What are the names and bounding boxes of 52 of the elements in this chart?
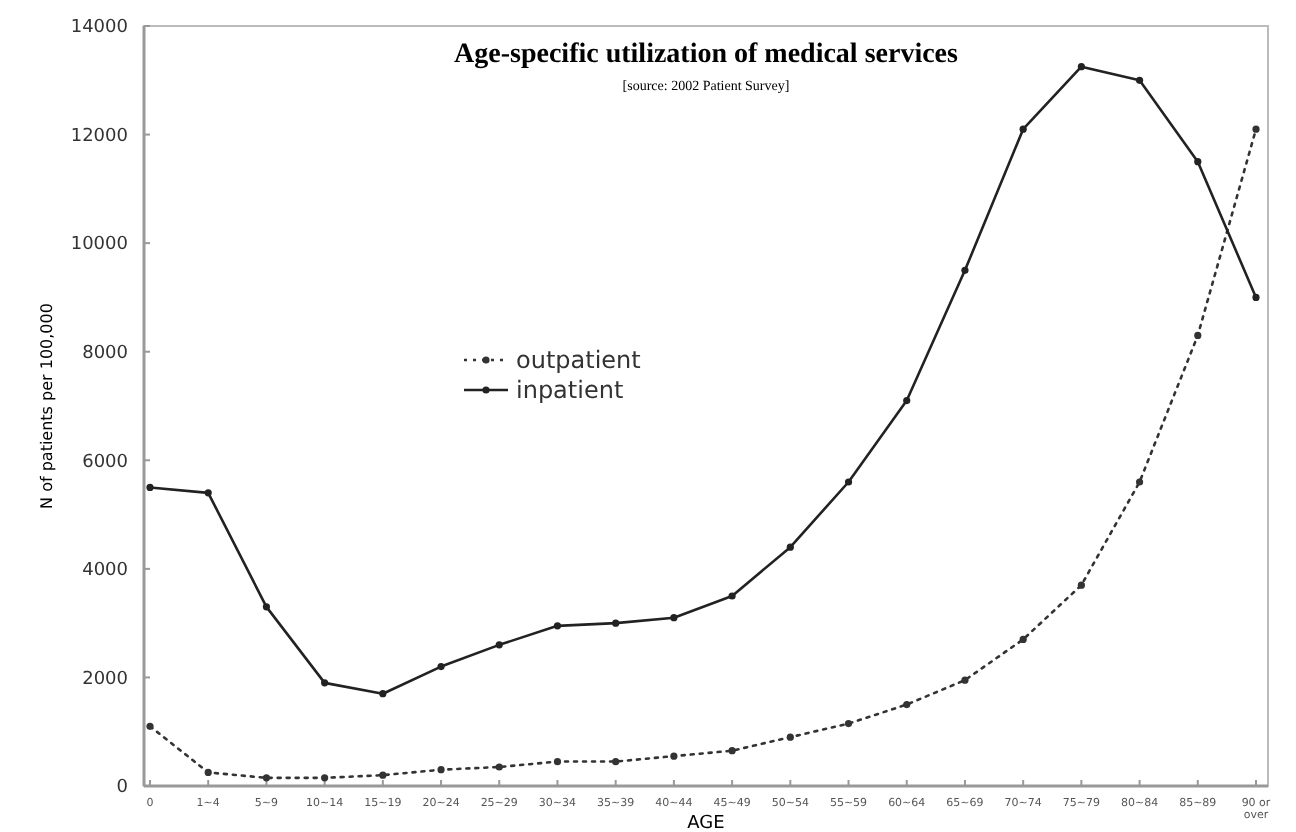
point <box>204 489 212 497</box>
point <box>1135 76 1144 84</box>
point <box>1019 635 1027 644</box>
point <box>786 543 794 551</box>
point <box>495 763 503 771</box>
y-tick-label: 4000 <box>82 561 129 582</box>
point <box>553 757 562 766</box>
point <box>1077 581 1085 589</box>
point <box>961 676 969 684</box>
point <box>437 766 445 774</box>
point <box>379 771 387 779</box>
point <box>146 722 154 730</box>
point <box>786 733 794 741</box>
x-axis-title: AGE <box>687 814 726 832</box>
point <box>1194 158 1202 166</box>
point <box>321 679 329 687</box>
point <box>844 478 853 486</box>
point <box>612 757 620 766</box>
point <box>495 641 503 649</box>
text: Age-specific utilization of medical services <box>454 40 960 70</box>
point <box>146 483 154 492</box>
point <box>728 747 736 755</box>
point <box>670 752 678 760</box>
point <box>903 700 911 709</box>
point <box>262 603 271 611</box>
point <box>728 592 736 600</box>
point <box>379 690 387 698</box>
point <box>204 768 212 777</box>
point <box>903 396 911 405</box>
y-tick-label: 2000 <box>82 669 129 690</box>
y-axis-title: N of patients per 100,000 <box>38 303 56 509</box>
legend-label: inpatient <box>516 376 624 405</box>
point <box>844 719 853 728</box>
point <box>670 614 678 622</box>
point <box>1252 293 1260 302</box>
point <box>1135 478 1144 486</box>
point <box>553 622 562 630</box>
point <box>321 774 329 782</box>
point <box>961 266 969 274</box>
y-tick-label: 12000 <box>70 126 129 147</box>
point <box>612 619 620 627</box>
y-tick-label: 8000 <box>82 344 129 365</box>
point <box>437 662 445 671</box>
point <box>1252 125 1260 133</box>
y-tick-label: 6000 <box>82 452 129 473</box>
y-tick-label: 10000 <box>70 235 129 256</box>
point <box>1019 125 1027 133</box>
point <box>262 774 271 782</box>
y-tick-label: 14000 <box>70 18 129 39</box>
point <box>1077 63 1085 71</box>
legend-label: outpatient <box>516 346 642 375</box>
point <box>1194 331 1202 340</box>
